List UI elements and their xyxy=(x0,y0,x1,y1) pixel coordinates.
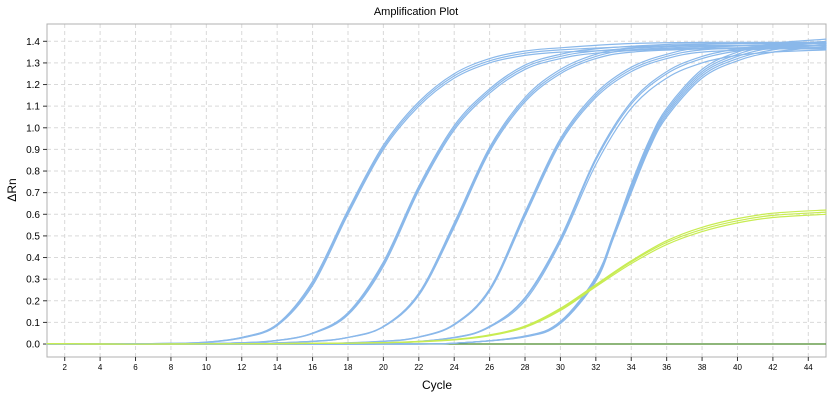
x-tick-label: 40 xyxy=(733,363,742,372)
plot-area-frame xyxy=(46,23,827,358)
y-tick-label: 0.8 xyxy=(26,167,40,178)
x-tick-label: 22 xyxy=(414,363,423,372)
x-tick-label: 10 xyxy=(202,363,211,372)
y-tick-label: 1.0 xyxy=(26,123,40,134)
x-tick-label: 4 xyxy=(98,363,103,372)
y-axis-ticks: 0.0 0.1 0.2 0.3 0.4 0.5 0.6 0.7 0.8 0.9 1.0 1.1 1.2 1… xyxy=(26,37,47,351)
chart-title: Amplification Plot xyxy=(374,6,458,18)
x-axis-title: Cycle xyxy=(422,378,452,392)
x-axis-ticks: 2 4 6 8 10 12 14 16 18 20 22 24 26 28 30 32 34 36 38 40 42 44 xyxy=(62,357,813,372)
x-tick-label: 32 xyxy=(591,363,600,372)
x-tick-label: 12 xyxy=(237,363,246,372)
amplification-curve-standard-1-rep3 xyxy=(46,41,827,345)
y-tick-label: 0.9 xyxy=(26,145,40,156)
amplification-curves xyxy=(46,38,827,345)
y-tick-label: 0.6 xyxy=(26,210,40,221)
x-tick-label: 8 xyxy=(169,363,174,372)
y-tick-label: 1.2 xyxy=(26,80,40,91)
x-tick-label: 26 xyxy=(485,363,494,372)
x-tick-label: 28 xyxy=(521,363,530,372)
y-tick-label: 1.1 xyxy=(26,102,40,113)
y-tick-label: 0.3 xyxy=(26,275,40,286)
x-tick-label: 6 xyxy=(133,363,138,372)
x-tick-label: 20 xyxy=(379,363,388,372)
y-tick-label: 0.0 xyxy=(26,340,40,351)
x-tick-label: 34 xyxy=(627,363,636,372)
x-tick-label: 18 xyxy=(344,363,353,372)
x-tick-label: 30 xyxy=(556,363,565,372)
amplification-curve-standard-2-rep3 xyxy=(46,42,827,345)
x-tick-label: 42 xyxy=(768,363,777,372)
x-tick-label: 14 xyxy=(273,363,282,372)
y-tick-label: 0.7 xyxy=(26,188,40,199)
x-tick-label: 16 xyxy=(308,363,317,372)
x-tick-label: 2 xyxy=(62,363,67,372)
x-tick-label: 44 xyxy=(804,363,813,372)
y-tick-label: 1.3 xyxy=(26,58,40,69)
x-tick-label: 38 xyxy=(698,363,707,372)
y-tick-label: 1.4 xyxy=(26,37,40,48)
amplification-curve-sample-rep3 xyxy=(46,209,827,345)
x-tick-label: 24 xyxy=(450,363,459,372)
y-tick-label: 0.1 xyxy=(26,318,40,329)
y-axis-title: ΔRn xyxy=(5,178,19,201)
y-tick-label: 0.4 xyxy=(26,253,40,264)
x-tick-label: 36 xyxy=(662,363,671,372)
y-tick-label: 0.2 xyxy=(26,296,40,307)
y-tick-label: 0.5 xyxy=(26,231,40,242)
